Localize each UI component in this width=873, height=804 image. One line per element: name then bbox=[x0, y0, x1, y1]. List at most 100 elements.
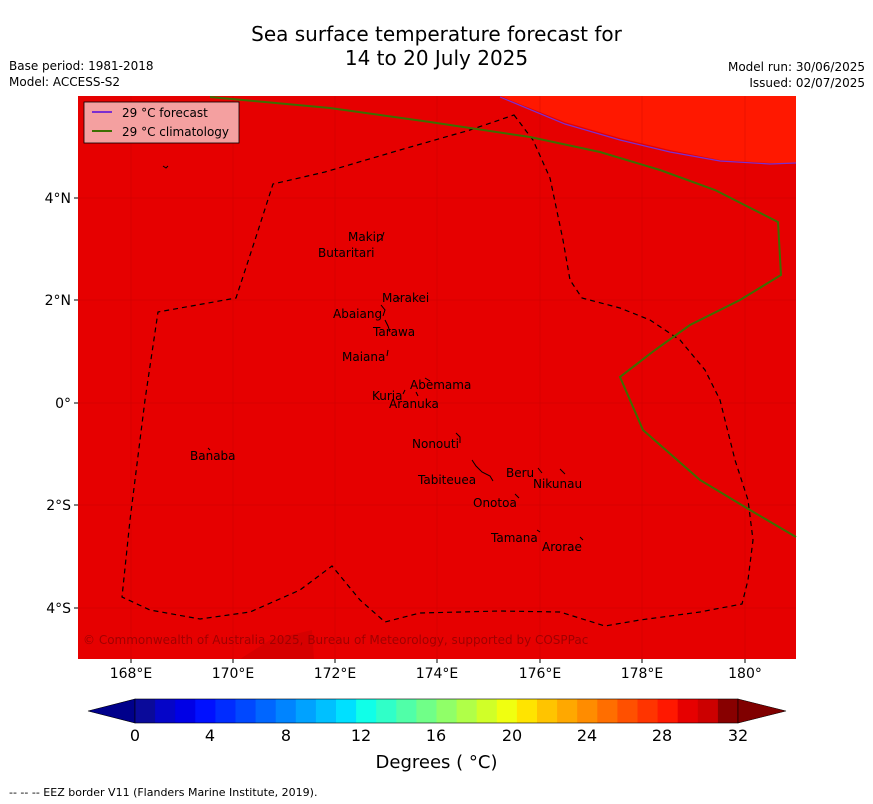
colorbar-cells bbox=[134, 698, 739, 724]
colorbar-tick-label: 8 bbox=[281, 726, 291, 745]
colorbar-tick-label: 16 bbox=[426, 726, 446, 745]
axis-ticks bbox=[74, 197, 746, 663]
colorbar-under-arrow bbox=[87, 698, 136, 724]
place-label: Makin bbox=[348, 230, 384, 244]
colorbar-tick-label: 20 bbox=[502, 726, 522, 745]
colorbar bbox=[87, 698, 787, 724]
colorbar-cell bbox=[376, 699, 397, 723]
colorbar-cell bbox=[155, 699, 176, 723]
colorbar-tick-label: 24 bbox=[577, 726, 597, 745]
colorbar-cell bbox=[315, 699, 337, 723]
lat-tick-label: 2°N bbox=[45, 293, 71, 309]
title-line-2: 14 to 20 July 2025 bbox=[344, 46, 529, 70]
place-label: Aranuka bbox=[389, 397, 439, 411]
colorbar-tick-label: 12 bbox=[351, 726, 371, 745]
colorbar-cell bbox=[175, 699, 196, 723]
colorbar-cell bbox=[496, 699, 518, 723]
place-label: Abemama bbox=[410, 378, 471, 392]
colorbar-cell bbox=[135, 699, 156, 723]
colorbar-cell bbox=[195, 699, 216, 723]
legend-climatology-label: 29 °C climatology bbox=[122, 125, 229, 139]
copyright-notice: © Commonwealth of Australia 2025, Bureau… bbox=[83, 633, 588, 647]
place-label: Butaritari bbox=[318, 246, 375, 260]
gridlines bbox=[78, 96, 796, 659]
lon-tick-label: 180° bbox=[728, 666, 762, 682]
climatology-29c-line bbox=[209, 96, 797, 538]
meta-right: Model run: 30/06/2025 Issued: 02/07/2025 bbox=[728, 59, 865, 91]
issued-date: Issued: 02/07/2025 bbox=[749, 76, 865, 90]
meta-left: Base period: 1981-2018 Model: ACCESS-S2 bbox=[9, 58, 154, 90]
colorbar-cell bbox=[235, 699, 257, 723]
place-label: Marakei bbox=[382, 291, 429, 305]
place-label: Banaba bbox=[190, 449, 236, 463]
lon-tick-label: 176°E bbox=[519, 666, 562, 682]
lon-tick-labels: 168°E 170°E 172°E 174°E 176°E 178°E 180° bbox=[110, 666, 762, 682]
model-name: Model: ACCESS-S2 bbox=[9, 75, 121, 89]
lat-tick-label: 2°S bbox=[46, 498, 71, 514]
place-label: Kuria bbox=[372, 389, 403, 403]
place-label: Nonouti bbox=[412, 437, 459, 451]
lon-tick-label: 168°E bbox=[110, 666, 153, 682]
colorbar-cell bbox=[717, 699, 739, 723]
model-run: Model run: 30/06/2025 bbox=[727, 60, 865, 74]
lat-tick-labels: 4°N 2°N 0° 2°S 4°S bbox=[45, 191, 72, 617]
colorbar-tick-labels: 0 4 8 12 16 20 24 28 32 bbox=[130, 726, 748, 745]
colorbar-cell bbox=[396, 699, 417, 723]
colorbar-tick-label: 32 bbox=[728, 726, 748, 745]
lat-tick-label: 0° bbox=[55, 396, 71, 412]
legend-forecast-label: 29 °C forecast bbox=[122, 106, 208, 120]
place-label: Tamana bbox=[490, 531, 538, 545]
colorbar-over-arrow bbox=[737, 698, 787, 724]
lon-tick-label: 174°E bbox=[416, 666, 459, 682]
warm-region bbox=[500, 96, 796, 163]
colorbar-cell bbox=[697, 699, 719, 723]
darker-patch bbox=[240, 630, 314, 659]
islands bbox=[162, 165, 584, 541]
colorbar-cell bbox=[255, 699, 277, 723]
colorbar-cell bbox=[557, 699, 578, 723]
colorbar-label: Degrees ( °C) bbox=[375, 752, 498, 773]
colorbar-tick-label: 4 bbox=[205, 726, 215, 745]
chart-title: Sea surface temperature forecast for 14 … bbox=[0, 22, 873, 70]
colorbar-cell bbox=[637, 699, 659, 723]
lat-tick-label: 4°S bbox=[46, 601, 71, 617]
lon-tick-label: 178°E bbox=[621, 666, 664, 682]
place-label: Arorae bbox=[542, 540, 582, 554]
place-label: Maiana bbox=[342, 350, 385, 364]
colorbar-cell bbox=[416, 699, 437, 723]
colorbar-cell bbox=[537, 699, 558, 723]
colorbar-cell bbox=[336, 699, 357, 723]
colorbar-tick-label: 28 bbox=[652, 726, 672, 745]
title-line-1: Sea surface temperature forecast for bbox=[251, 22, 622, 46]
colorbar-cell bbox=[597, 699, 618, 723]
colorbar-cell bbox=[356, 699, 377, 723]
colorbar-cell bbox=[617, 699, 638, 723]
lat-tick-label: 4°N bbox=[45, 191, 71, 207]
base-period: Base period: 1981-2018 bbox=[9, 59, 154, 73]
place-label: Tabiteuea bbox=[417, 473, 476, 487]
place-label: Abaiang bbox=[333, 307, 382, 321]
colorbar-cell bbox=[516, 699, 538, 723]
eez-border bbox=[121, 114, 754, 627]
colorbar-cell bbox=[436, 699, 458, 723]
footnote: -- -- -- EEZ border V11 (Flanders Marine… bbox=[9, 786, 318, 799]
colorbar-tick-label: 0 bbox=[130, 726, 140, 745]
forecast-29c-line bbox=[499, 96, 797, 165]
place-labels: Makin Butaritari Marakei Abaiang Tarawa … bbox=[190, 230, 582, 554]
place-label: Onotoa bbox=[473, 496, 517, 510]
colorbar-cell bbox=[456, 699, 478, 723]
colorbar-cell bbox=[476, 699, 498, 723]
place-label: Nikunau bbox=[533, 477, 582, 491]
colorbar-cell bbox=[577, 699, 598, 723]
colorbar-cell bbox=[657, 699, 679, 723]
place-label: Tarawa bbox=[372, 325, 415, 339]
colorbar-cell bbox=[677, 699, 699, 723]
map-legend: 29 °C forecast 29 °C climatology bbox=[83, 101, 240, 144]
lon-tick-label: 172°E bbox=[314, 666, 357, 682]
colorbar-cell bbox=[215, 699, 236, 723]
place-label: Beru bbox=[506, 466, 534, 480]
lon-tick-label: 170°E bbox=[212, 666, 255, 682]
colorbar-cell bbox=[275, 699, 297, 723]
colorbar-cell bbox=[295, 699, 317, 723]
